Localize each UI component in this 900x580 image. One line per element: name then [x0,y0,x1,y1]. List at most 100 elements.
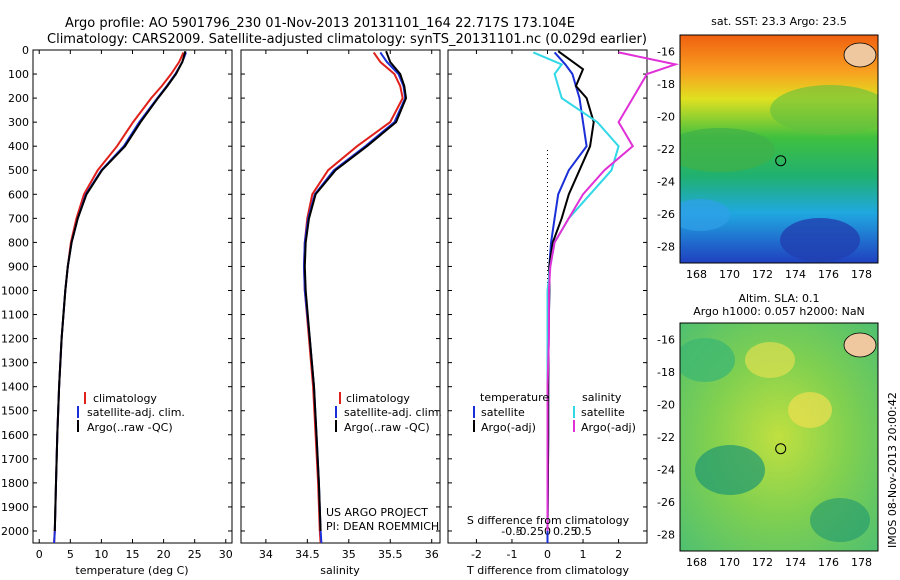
land-fiji [843,42,877,68]
depth-tick-label: 0 [22,44,29,57]
sla-field [788,392,832,428]
s-tick-label: -0.5 [501,525,522,538]
x-tick-label: 30 [219,548,233,561]
sst-map-image [680,35,878,263]
s-tick-label: -0.25 [515,525,543,538]
sla-field [680,338,735,382]
t-difference-xlabel: T difference from climatology [466,564,629,577]
legend-label-satellite: satellite-adj. clim. [87,406,185,419]
x-tick-label: 0 [544,548,551,561]
depth-tick-label: 300 [8,116,29,129]
sla-field [745,342,795,378]
axis-ticks-layer: 0100200300400500600700800900100011001200… [1,44,872,569]
header-line-1: Argo profile: AO 5901796_230 01-Nov-2013… [65,16,575,31]
map-y-tick-label: -22 [657,431,675,444]
map-x-tick-label: 172 [752,556,773,569]
map-y-tick-label: -20 [657,110,675,123]
sst-map-frame [679,34,879,264]
sla-map-image [680,323,878,551]
depth-tick-label: 700 [8,212,29,225]
s-difference-xlabel: S difference from climatology [467,514,630,527]
map-y-tick-label: -24 [657,464,675,477]
depth-tick-label: 1900 [1,501,29,514]
x-tick-label: 2 [615,548,622,561]
map-y-tick-label: -28 [657,241,675,254]
map-x-tick-label: 168 [686,556,707,569]
series-line-satellite_s [532,51,620,531]
depth-tick-label: 500 [8,164,29,177]
x-tick-label: 10 [94,548,108,561]
series-line-argo [53,50,187,532]
map-y-tick-label: -28 [657,529,675,542]
map-y-tick-label: -20 [657,398,675,411]
depth-tick-label: 400 [8,140,29,153]
temperature-xlabel: temperature (deg C) [75,564,188,577]
sla-field [695,445,765,495]
depth-tick-label: 100 [8,68,29,81]
map-x-tick-label: 174 [785,268,806,281]
x-tick-label: 20 [157,548,171,561]
map-y-tick-label: -16 [657,333,675,346]
series-line-satellite [546,51,588,543]
x-tick-label: 36 [425,548,439,561]
s-tick-label: 0.5 [574,525,592,538]
legend-label-s-argo: Argo(-adj) [581,421,636,434]
sla-map-title: Altim. SLA: 0.1 [738,292,819,305]
series-line-argo [303,50,408,532]
legend-label-t-argo: Argo(-adj) [481,421,536,434]
difference-legend: temperature salinity satellite Argo(-adj… [473,391,636,434]
depth-tick-label: 600 [8,188,29,201]
map-y-tick-label: -22 [657,143,675,156]
depth-tick-label: 1700 [1,453,29,466]
map-x-tick-label: 176 [818,556,839,569]
x-tick-label: 0 [36,548,43,561]
legend-label-argo: Argo(..raw -QC) [87,421,173,434]
series-line-argo [546,50,595,532]
temperature-legend: climatology satellite-adj. clim. Argo(..… [77,392,185,434]
map-y-tick-label: -18 [657,78,675,91]
depth-tick-label: 800 [8,236,29,249]
map-x-tick-label: 170 [719,268,740,281]
series-line-argo_s [546,51,680,531]
depth-tick-label: 1100 [1,309,29,322]
sla-map-frame [679,322,879,552]
x-tick-label: 1 [580,548,587,561]
depth-tick-label: 1400 [1,381,29,394]
depth-tick-label: 1200 [1,333,29,346]
legend-label-satellite: satellite-adj. clim. [344,406,442,419]
profile-lines-layer [53,50,680,544]
sst-field [680,199,730,231]
series-line-satellite [53,52,187,544]
legend-label-s-satellite: satellite [581,406,625,419]
salinity-xlabel: salinity [320,564,360,577]
float-position-marker [775,155,787,167]
sst-field [780,218,860,262]
map-x-tick-label: 176 [818,268,839,281]
depth-tick-label: 200 [8,92,29,105]
depth-tick-label: 1500 [1,405,29,418]
legend-label-t-satellite: satellite [481,406,525,419]
s-tick-label: 0.25 [553,525,578,538]
pi-credit: PI: DEAN ROEMMICH [326,520,439,533]
legend-label-climatology: climatology [346,392,410,405]
sst-field [680,128,775,172]
sla-map-subtitle: Argo h1000: 0.057 h2000: NaN [693,305,865,318]
map-x-tick-label: 168 [686,268,707,281]
project-credit: US ARGO PROJECT [326,506,428,519]
x-tick-label: 34.5 [295,548,320,561]
x-tick-label: 35 [342,548,356,561]
legend-title-temperature: temperature [480,391,549,404]
salinity-panel-frame [240,49,441,544]
depth-tick-label: 1800 [1,477,29,490]
map-y-tick-label: -24 [657,176,675,189]
legend-title-salinity: salinity [582,391,622,404]
x-tick-label: -2 [471,548,482,561]
sst-map-title: sat. SST: 23.3 Argo: 23.5 [711,15,847,28]
x-tick-label: 34 [259,548,273,561]
map-y-tick-label: -16 [657,45,675,58]
map-x-tick-label: 178 [851,268,872,281]
series-line-climatology [53,51,185,544]
map-y-tick-label: -26 [657,208,675,221]
map-y-tick-label: -26 [657,496,675,509]
map-x-tick-label: 172 [752,268,773,281]
